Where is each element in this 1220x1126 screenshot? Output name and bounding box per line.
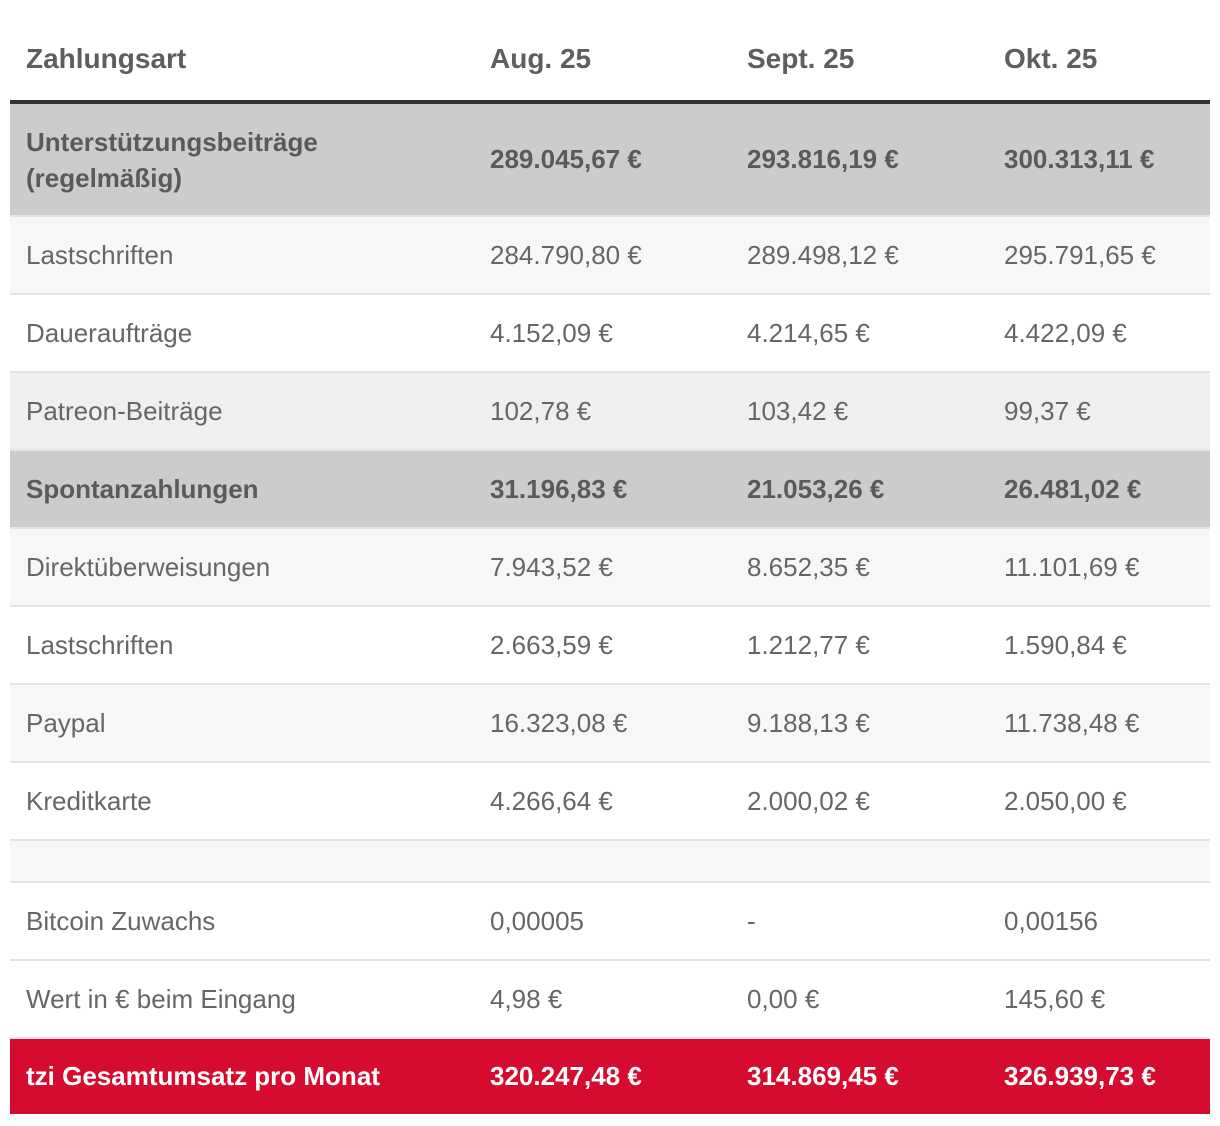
row-label: Bitcoin Zuwachs (26, 905, 216, 936)
table-row: Paypal 16.323,08 € 9.188,13 € 11.738,48 … (10, 684, 1210, 762)
row-value-okt: 2.050,00 € (1004, 785, 1127, 816)
row-value-sept: 9.188,13 € (747, 707, 870, 738)
table-row: Lastschriften 2.663,59 € 1.212,77 € 1.59… (10, 606, 1210, 684)
row-value-sept: - (747, 905, 756, 936)
total-value-okt: 326.939,73 € (1004, 1061, 1156, 1091)
table-row-group-spontaneous: Spontanzahlungen 31.196,83 € 21.053,26 €… (10, 450, 1210, 528)
payments-table-container: Zahlungsart Aug. 25 Sept. 25 Okt. 25 Unt… (10, 18, 1210, 1114)
row-value-okt: 4.422,09 € (1004, 317, 1127, 348)
row-value-aug: 16.323,08 € (490, 707, 628, 738)
table-row: Lastschriften 284.790,80 € 289.498,12 € … (10, 216, 1210, 294)
row-value-okt: 295.791,65 € (1004, 239, 1156, 270)
table-row: Bitcoin Zuwachs 0,00005 - 0,00156 (10, 882, 1210, 960)
row-label: Direktüberweisungen (26, 551, 271, 582)
header-month-sept: Sept. 25 (747, 43, 855, 74)
row-value-okt: 11.101,69 € (1004, 551, 1140, 582)
row-value-sept: 0,00 € (747, 983, 820, 1014)
header-month-aug: Aug. 25 (490, 43, 592, 74)
row-label: Spontanzahlungen (26, 473, 259, 504)
row-label: Patreon-Beiträge (26, 395, 223, 426)
row-value-aug: 4.152,09 € (490, 317, 613, 348)
row-label: Lastschriften (26, 629, 174, 660)
row-value-aug: 31.196,83 € (490, 473, 628, 504)
row-value-sept: 21.053,26 € (747, 473, 885, 504)
row-value-okt: 145,60 € (1004, 983, 1106, 1014)
table-total-row: tzi Gesamtumsatz pro Monat 320.247,48 € … (10, 1038, 1210, 1114)
spacer-cell (10, 840, 1210, 882)
row-label: Daueraufträge (26, 317, 193, 348)
row-value-okt: 1.590,84 € (1004, 629, 1127, 660)
row-value-aug: 0,00005 (490, 905, 584, 936)
table-row-group-recurring: Unterstützungsbeiträge (regelmäßig) 289.… (10, 102, 1210, 216)
row-value-sept: 289.498,12 € (747, 239, 899, 270)
table-spacer-row (10, 840, 1210, 882)
header-payment-type: Zahlungsart (26, 43, 187, 74)
row-value-sept: 2.000,02 € (747, 785, 870, 816)
row-value-aug: 7.943,52 € (490, 551, 613, 582)
row-value-aug: 4,98 € (490, 983, 563, 1014)
row-value-okt: 0,00156 (1004, 905, 1098, 936)
row-value-sept: 4.214,65 € (747, 317, 870, 348)
total-label: tzi Gesamtumsatz pro Monat (26, 1061, 380, 1091)
row-value-aug: 4.266,64 € (490, 785, 613, 816)
payments-table: Zahlungsart Aug. 25 Sept. 25 Okt. 25 Unt… (10, 18, 1210, 1114)
row-label: Unterstützungsbeiträge (regelmäßig) (26, 126, 318, 193)
row-value-aug: 289.045,67 € (490, 144, 642, 174)
row-label: Wert in € beim Eingang (26, 983, 296, 1014)
table-row: Wert in € beim Eingang 4,98 € 0,00 € 145… (10, 960, 1210, 1038)
row-label: Kreditkarte (26, 785, 152, 816)
table-header-row: Zahlungsart Aug. 25 Sept. 25 Okt. 25 (10, 18, 1210, 102)
row-value-sept: 8.652,35 € (747, 551, 870, 582)
row-value-aug: 102,78 € (490, 395, 592, 426)
row-value-okt: 26.481,02 € (1004, 473, 1142, 504)
table-row: Patreon-Beiträge 102,78 € 103,42 € 99,37… (10, 372, 1210, 450)
row-value-sept: 293.816,19 € (747, 144, 899, 174)
row-value-sept: 1.212,77 € (747, 629, 870, 660)
row-value-aug: 2.663,59 € (490, 629, 613, 660)
row-value-okt: 11.738,48 € (1004, 707, 1140, 738)
row-label: Paypal (26, 707, 106, 738)
row-label: Lastschriften (26, 239, 174, 270)
row-value-aug: 284.790,80 € (490, 239, 642, 270)
total-value-sept: 314.869,45 € (747, 1061, 899, 1091)
total-value-aug: 320.247,48 € (490, 1061, 642, 1091)
table-row: Kreditkarte 4.266,64 € 2.000,02 € 2.050,… (10, 762, 1210, 840)
row-value-sept: 103,42 € (747, 395, 849, 426)
row-value-okt: 99,37 € (1004, 395, 1091, 426)
row-value-okt: 300.313,11 € (1004, 144, 1155, 174)
table-row: Direktüberweisungen 7.943,52 € 8.652,35 … (10, 528, 1210, 606)
table-row: Daueraufträge 4.152,09 € 4.214,65 € 4.42… (10, 294, 1210, 372)
header-month-okt: Okt. 25 (1004, 43, 1098, 74)
